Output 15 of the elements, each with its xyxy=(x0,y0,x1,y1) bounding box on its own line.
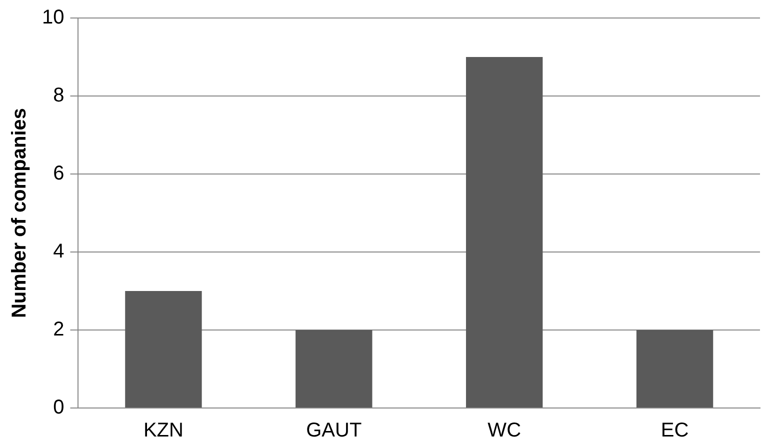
x-tick-label: EC xyxy=(660,420,689,442)
y-tick-label: 6 xyxy=(53,162,64,185)
x-tick-label: WC xyxy=(488,420,522,442)
y-tick-label: 8 xyxy=(53,84,64,107)
bar xyxy=(466,57,543,408)
y-tick-label: 2 xyxy=(53,318,64,341)
x-tick-label: GAUT xyxy=(306,420,362,442)
y-tick-label: 10 xyxy=(42,6,64,29)
bar xyxy=(296,330,372,408)
bar xyxy=(636,330,714,408)
y-tick-label: 4 xyxy=(53,240,64,263)
y-tick-label: 0 xyxy=(53,396,64,419)
bar xyxy=(125,291,202,408)
x-tick-label: KZN xyxy=(143,420,184,442)
y-axis-title: Number of companies xyxy=(8,108,31,318)
